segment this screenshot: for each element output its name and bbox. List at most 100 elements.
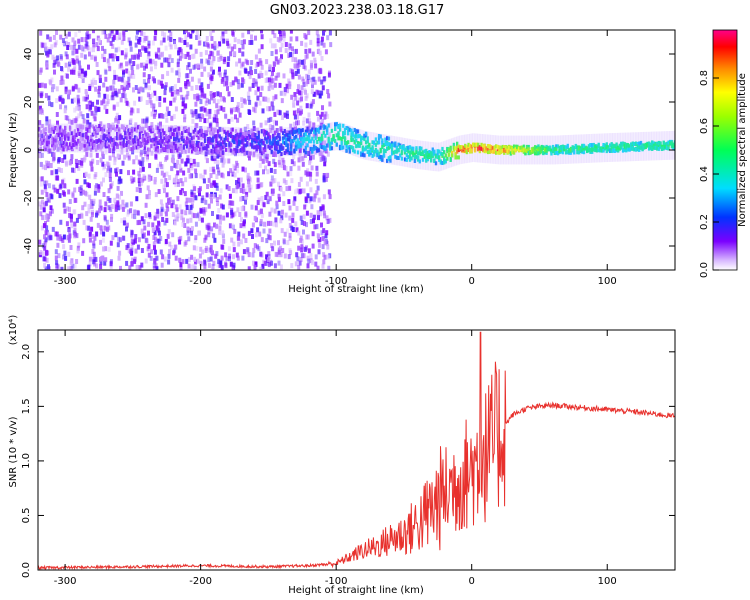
spectrogram-cell (395, 146, 399, 151)
spectrogram-cell (140, 228, 144, 234)
spectrogram-cell (217, 167, 221, 173)
spectrogram-cell (334, 138, 337, 143)
spectrogram-cell (254, 137, 257, 142)
spectrogram-cell (194, 63, 198, 69)
spectrogram-cell (94, 110, 98, 116)
spectrogram-cell (189, 140, 192, 145)
spectrogram-cell (282, 238, 286, 244)
spectrogram-cell (156, 140, 160, 145)
spectrogram-cell (161, 254, 165, 260)
spectrogram-cell (130, 54, 134, 60)
spectrogram-cell (299, 132, 303, 137)
spectrogram-cell (649, 142, 652, 147)
spectrogram-cell (222, 238, 226, 244)
spectrogram-cell (69, 260, 73, 266)
spectrogram-cell (353, 134, 356, 139)
spectrogram-cell (55, 127, 59, 132)
spectrogram-halo (93, 123, 96, 153)
spectrogram-halo (519, 135, 522, 165)
spectrogram-cell (288, 223, 292, 228)
spectrogram-cell (177, 126, 181, 131)
spectrogram-cell (311, 154, 315, 160)
spectrogram-halo (296, 126, 299, 156)
spectrogram-cell (208, 113, 212, 119)
spectrogram-cell (421, 150, 425, 155)
spectrogram-cell (205, 97, 209, 103)
spectrogram-cell (99, 260, 103, 266)
spectrogram-cell (209, 256, 213, 262)
spectrogram-cell (38, 105, 42, 111)
spectrogram-cell (90, 138, 93, 143)
spectrogram-cell (363, 147, 366, 152)
spectrogram-cell (384, 140, 387, 145)
spectrogram-cell (386, 136, 389, 141)
spectrogram-cell (302, 221, 306, 226)
spectrogram-cell (301, 136, 304, 141)
spectrogram-cell (626, 143, 630, 147)
spectrogram-cell (62, 147, 65, 152)
spectrogram-cell (543, 147, 547, 152)
spectrogram-cell (68, 228, 71, 234)
spectrogram-halo (651, 131, 654, 161)
spectrogram-cell (121, 160, 125, 166)
spectrogram-halo (111, 123, 114, 153)
spectrogram-cell (153, 177, 157, 182)
spectrogram-cell (288, 205, 292, 211)
spectrogram-cell (63, 250, 67, 256)
spectrogram-cell (392, 150, 395, 155)
spectrogram-cell (130, 136, 134, 141)
spectrogram-halo (607, 133, 610, 162)
spectrogram-cell (45, 116, 49, 122)
spectrogram-cell (297, 157, 301, 163)
spectrogram-halo (360, 129, 363, 159)
spectrogram-cell (112, 152, 115, 158)
spectrogram-cell (39, 137, 42, 142)
spectrogram-cell (319, 144, 322, 149)
spectrogram-cell (90, 147, 93, 152)
spectrogram-cell (313, 79, 317, 85)
spectrogram-cell (67, 118, 71, 124)
spectrogram-cell (106, 142, 109, 147)
spectrogram-cell (299, 257, 303, 262)
spectrogram-halo (85, 123, 88, 153)
spectrogram-halo (251, 127, 254, 157)
spectrogram-halo (582, 134, 586, 164)
spectrogram-cell (358, 143, 361, 148)
spectrogram-cell (190, 76, 194, 82)
spectrogram-cell (283, 231, 287, 237)
spectrogram-cell (623, 144, 626, 149)
spectrogram-cell (93, 140, 96, 145)
spectrogram-cell (150, 144, 153, 149)
spectrogram-cell (112, 35, 116, 41)
spectrogram-cell (260, 44, 264, 50)
spectrogram-halo (395, 136, 399, 166)
spectrogram-halo (353, 127, 356, 157)
spectrogram-cell (595, 148, 599, 153)
spectrogram-halo (337, 121, 340, 151)
spectrogram-cell (133, 209, 137, 215)
spectrogram-cell (158, 128, 161, 133)
spectrogram-cell (159, 211, 163, 217)
spectrogram-cell (297, 245, 301, 251)
spectrogram-cell (134, 234, 138, 239)
spectrogram-cell (103, 136, 106, 141)
spectrogram-cell (241, 32, 245, 38)
spectrogram-cell (238, 47, 242, 53)
spectrogram-cell (215, 185, 219, 191)
spectrogram-cell (72, 118, 76, 124)
spectrogram-cell (328, 123, 332, 128)
spectrogram-cell (118, 32, 122, 38)
spectrogram-cell (146, 92, 150, 98)
spectrogram-cell (211, 211, 214, 216)
spectrogram-cell (130, 241, 134, 247)
spectrogram-cell (249, 134, 252, 139)
spectrogram-cell (313, 224, 317, 230)
spectrogram-cell (452, 142, 456, 147)
spectrogram-halo (390, 135, 394, 165)
spectrogram-cell (78, 147, 82, 151)
spectrogram-cell (59, 34, 63, 40)
spectrogram-cell (304, 196, 308, 202)
spectrogram-cell (212, 129, 216, 135)
spectrogram-cell (168, 138, 171, 143)
spectrogram-cell (257, 73, 261, 79)
